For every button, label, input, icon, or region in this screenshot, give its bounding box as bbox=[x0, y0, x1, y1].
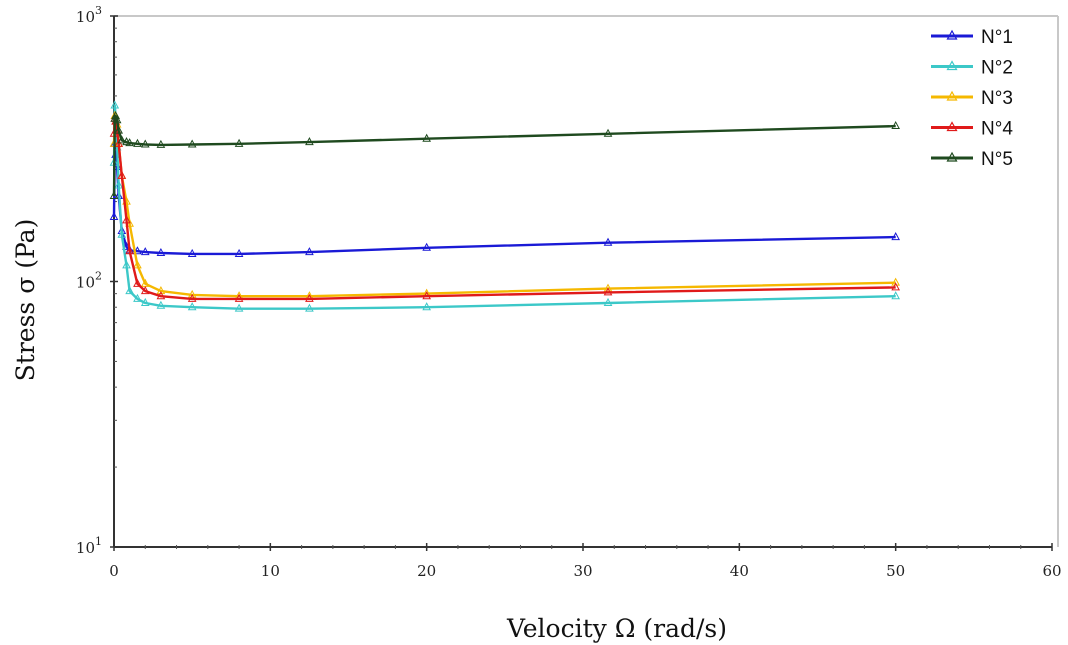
data-point bbox=[187, 139, 197, 148]
data-point bbox=[156, 300, 166, 309]
data-point bbox=[603, 287, 613, 296]
data-point bbox=[156, 247, 166, 257]
data-point bbox=[234, 303, 244, 312]
data-point bbox=[603, 297, 613, 306]
series-5 bbox=[109, 110, 901, 199]
legend-item-1: N°1 bbox=[931, 27, 1013, 48]
data-point bbox=[140, 297, 150, 306]
data-point bbox=[305, 293, 314, 302]
x-axis-label: Velocity Ω (rad/s) bbox=[506, 614, 727, 643]
data-point bbox=[234, 138, 244, 147]
legend-item-2: N°2 bbox=[931, 58, 1013, 79]
x-tick-label: 30 bbox=[573, 562, 592, 580]
data-point bbox=[125, 246, 134, 255]
legend-label: N°2 bbox=[981, 58, 1013, 79]
data-point bbox=[114, 180, 124, 189]
data-point bbox=[187, 248, 197, 257]
data-point bbox=[305, 303, 314, 312]
legend-marker bbox=[946, 29, 958, 40]
legend-label: N°5 bbox=[981, 149, 1013, 170]
data-point bbox=[122, 215, 131, 224]
data-point bbox=[133, 260, 142, 269]
x-axis: 0 10 20 30 40 50 60 bbox=[109, 543, 1062, 580]
legend-marker bbox=[946, 90, 958, 101]
data-point bbox=[125, 286, 134, 295]
data-point bbox=[140, 286, 150, 295]
legend: N°1 N°2 N°3 N°4 N°5 bbox=[931, 27, 1013, 170]
x-tick-label: 40 bbox=[730, 562, 749, 580]
data-point bbox=[891, 282, 901, 291]
legend-item-4: N°4 bbox=[931, 119, 1013, 140]
data-point bbox=[891, 291, 901, 300]
x-tick-label: 60 bbox=[1042, 562, 1061, 580]
y-tick-label: 102 bbox=[76, 270, 102, 292]
data-point bbox=[156, 291, 166, 300]
data-point bbox=[125, 138, 134, 147]
data-point bbox=[140, 139, 150, 148]
series-layer bbox=[109, 100, 901, 312]
data-point bbox=[187, 293, 197, 302]
data-point bbox=[603, 283, 613, 292]
y-tick-label: 103 bbox=[76, 4, 102, 26]
data-point bbox=[422, 302, 432, 311]
series-line bbox=[112, 104, 896, 310]
y-tick-label: 101 bbox=[76, 535, 102, 557]
data-point bbox=[117, 170, 127, 179]
data-point bbox=[422, 291, 432, 300]
data-point bbox=[109, 190, 119, 199]
data-point bbox=[234, 248, 244, 257]
data-point bbox=[234, 293, 244, 302]
data-point bbox=[187, 302, 197, 311]
data-point bbox=[109, 211, 119, 220]
legend-label: N°4 bbox=[981, 119, 1013, 140]
data-point bbox=[891, 232, 901, 241]
x-tick-label: 0 bbox=[109, 562, 119, 580]
data-point bbox=[187, 289, 197, 298]
y-axis: 101 102 103 bbox=[76, 4, 118, 557]
data-point bbox=[422, 242, 432, 251]
legend-item-5: N°5 bbox=[931, 149, 1013, 170]
data-point bbox=[603, 128, 613, 137]
data-point bbox=[114, 125, 124, 134]
data-point bbox=[122, 260, 131, 269]
legend-label: N°1 bbox=[981, 27, 1013, 48]
legend-item-3: N°3 bbox=[931, 88, 1013, 109]
data-point bbox=[110, 100, 120, 109]
legend-marker bbox=[946, 121, 958, 132]
legend-marker bbox=[946, 151, 958, 162]
x-tick-label: 10 bbox=[261, 562, 280, 580]
x-tick-label: 50 bbox=[886, 562, 905, 580]
data-point bbox=[140, 247, 150, 256]
data-point bbox=[117, 135, 127, 144]
data-point bbox=[133, 138, 142, 147]
data-point bbox=[112, 115, 122, 124]
data-point bbox=[117, 229, 127, 238]
legend-label: N°3 bbox=[981, 88, 1013, 109]
plot-background bbox=[114, 16, 1058, 547]
data-point bbox=[603, 237, 613, 246]
legend-marker bbox=[946, 60, 958, 71]
data-point bbox=[133, 278, 142, 287]
data-point bbox=[305, 137, 314, 146]
data-point bbox=[891, 121, 901, 130]
data-point bbox=[156, 286, 166, 295]
data-point bbox=[133, 293, 142, 302]
data-point bbox=[422, 133, 432, 142]
data-point bbox=[156, 139, 166, 148]
data-point bbox=[305, 247, 314, 256]
y-axis-label: Stress σ (Pa) bbox=[11, 219, 40, 382]
data-point bbox=[891, 277, 901, 286]
x-tick-label: 20 bbox=[417, 562, 436, 580]
